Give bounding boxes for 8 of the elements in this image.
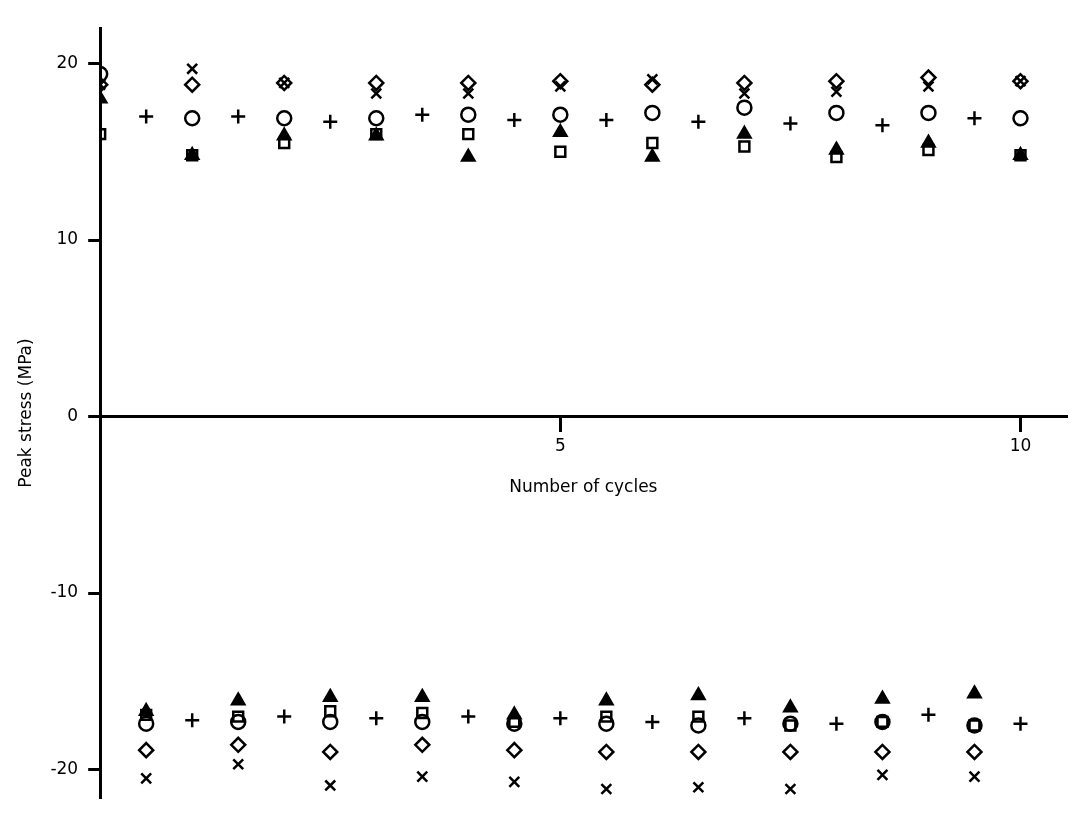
x-axis-title: Number of cycles <box>509 475 658 496</box>
y-tick-label: -10 <box>50 581 79 602</box>
y-tick-label: 20 <box>56 51 79 72</box>
y-tick-label: 0 <box>67 404 79 425</box>
y-axis-title: Peak stress (MPa) <box>14 338 35 488</box>
y-tick-label: -20 <box>50 757 79 778</box>
x-tick-label: 5 <box>554 435 566 456</box>
y-tick-label: 10 <box>56 228 79 249</box>
